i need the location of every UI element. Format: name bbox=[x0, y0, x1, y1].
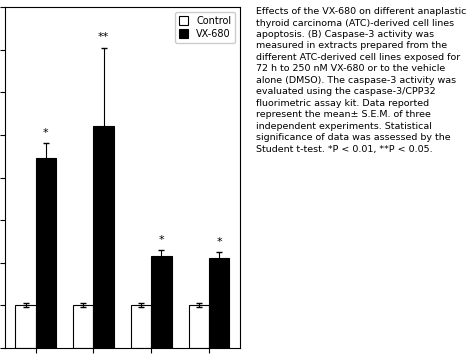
Legend: Control, VX-680: Control, VX-680 bbox=[175, 12, 235, 43]
Bar bbox=[73, 305, 93, 348]
Bar bbox=[209, 258, 229, 348]
Bar bbox=[151, 256, 172, 348]
Text: *: * bbox=[43, 128, 49, 138]
Text: *: * bbox=[217, 237, 222, 247]
Bar bbox=[93, 126, 114, 348]
Bar bbox=[16, 305, 36, 348]
Text: Effects of the VX-680 on different anaplastic thyroid carcinoma (ATC)-derived ce: Effects of the VX-680 on different anapl… bbox=[256, 7, 466, 153]
Bar bbox=[36, 158, 56, 348]
Bar bbox=[189, 305, 209, 348]
Text: *: * bbox=[159, 235, 164, 245]
Text: **: ** bbox=[98, 32, 109, 43]
Bar bbox=[131, 305, 151, 348]
